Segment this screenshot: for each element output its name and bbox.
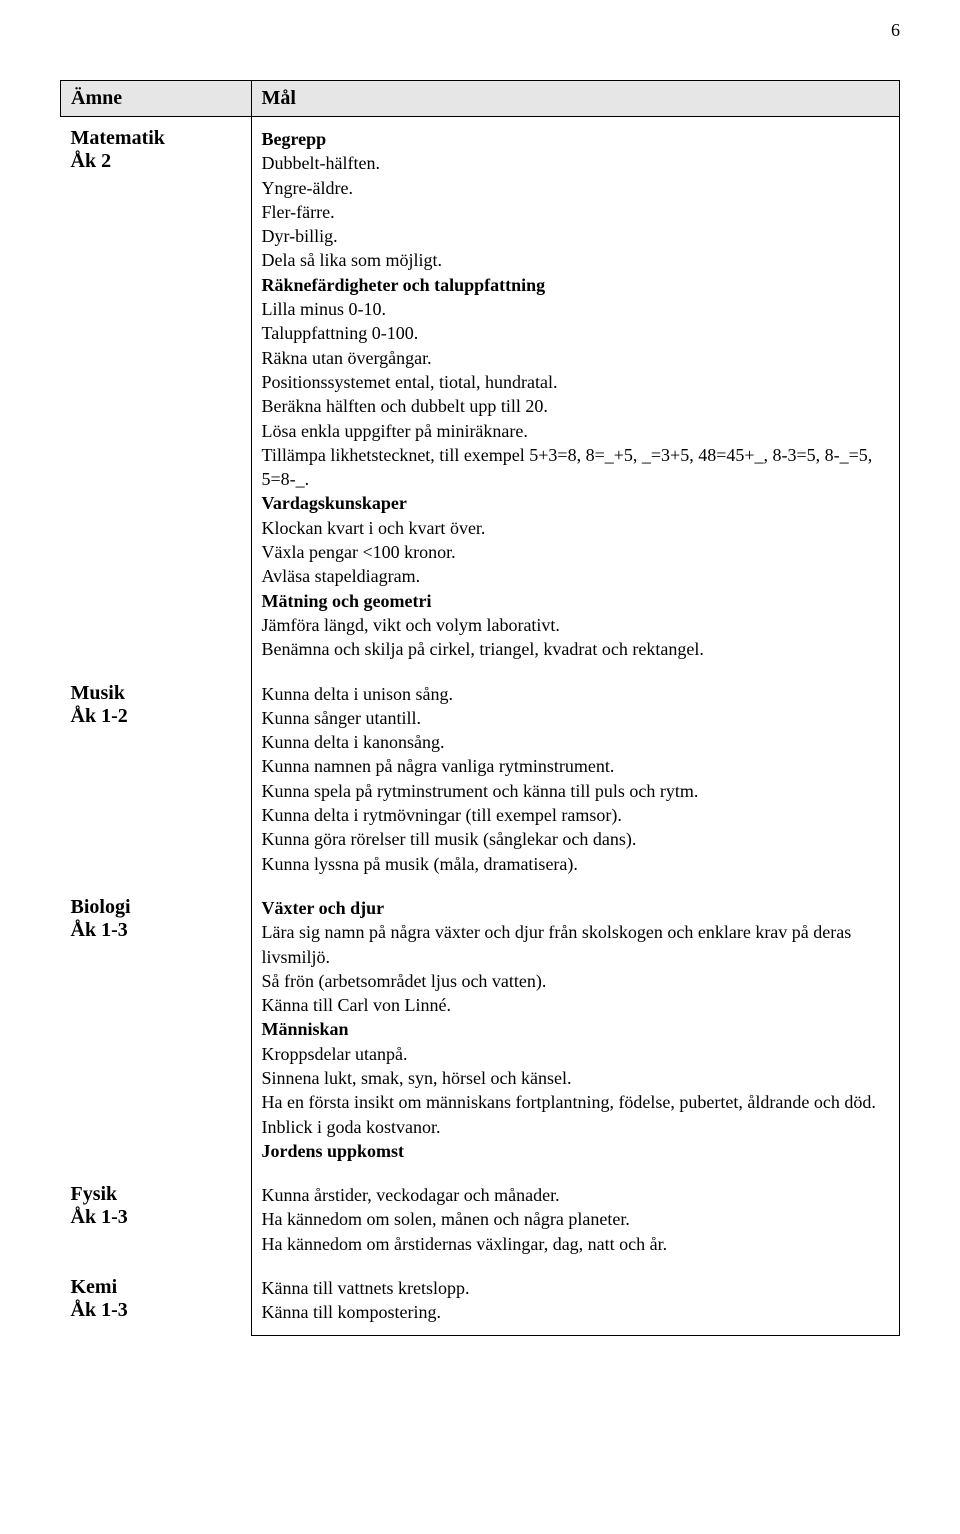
goal-line: Kroppsdelar utanpå. xyxy=(262,1042,890,1066)
subject-name: Biologi xyxy=(71,896,241,919)
goal-line: Kunna delta i kanonsång. xyxy=(262,730,890,754)
subject-name: Musik xyxy=(71,682,241,705)
goal-heading: Begrepp xyxy=(262,127,890,151)
goal-line: Ha kännedom om solen, månen och några pl… xyxy=(262,1207,890,1231)
goal-line: Fler-färre. xyxy=(262,200,890,224)
subject-cell: BiologiÅk 1-3 xyxy=(61,886,252,1173)
goal-line: Känna till vattnets kretslopp. xyxy=(262,1276,890,1300)
goal-line: Positionssystemet ental, tiotal, hundrat… xyxy=(262,370,890,394)
goal-heading: Växter och djur xyxy=(262,896,890,920)
goal-heading: Vardagskunskaper xyxy=(262,491,890,515)
page: 6 Ämne Mål MatematikÅk 2BegreppDubbelt-h… xyxy=(0,0,960,1376)
subject-cell: FysikÅk 1-3 xyxy=(61,1173,252,1266)
goal-line: Lilla minus 0-10. xyxy=(262,297,890,321)
subject-name: Matematik xyxy=(71,127,241,150)
subject-cell: MusikÅk 1-2 xyxy=(61,672,252,886)
subject-grade: Åk 1-3 xyxy=(71,919,241,942)
goal-heading: Människan xyxy=(262,1017,890,1041)
goals-cell: Kunna delta i unison sång.Kunna sånger u… xyxy=(251,672,900,886)
goal-heading: Mätning och geometri xyxy=(262,589,890,613)
goal-line: Lära sig namn på några växter och djur f… xyxy=(262,920,890,969)
goal-heading: Räknefärdigheter och taluppfattning xyxy=(262,273,890,297)
table-header-row: Ämne Mål xyxy=(61,81,900,117)
goal-line: Kunna lyssna på musik (måla, dramatisera… xyxy=(262,852,890,876)
table-row: KemiÅk 1-3Känna till vattnets kretslopp.… xyxy=(61,1266,900,1335)
goal-line: Känna till Carl von Linné. xyxy=(262,993,890,1017)
curriculum-table: Ämne Mål MatematikÅk 2BegreppDubbelt-häl… xyxy=(60,80,900,1336)
header-subject: Ämne xyxy=(61,81,252,117)
goal-line: Avläsa stapeldiagram. xyxy=(262,564,890,588)
subject-grade: Åk 1-2 xyxy=(71,705,241,728)
goal-line: Sinnena lukt, smak, syn, hörsel och käns… xyxy=(262,1066,890,1090)
goal-line: Benämna och skilja på cirkel, triangel, … xyxy=(262,637,890,661)
goal-heading: Jordens uppkomst xyxy=(262,1139,890,1163)
subject-name: Fysik xyxy=(71,1183,241,1206)
goal-line: Ha en första insikt om människans fortpl… xyxy=(262,1090,890,1114)
goal-line: Inblick i goda kostvanor. xyxy=(262,1115,890,1139)
goal-line: Kunna sånger utantill. xyxy=(262,706,890,730)
goals-cell: Känna till vattnets kretslopp.Känna till… xyxy=(251,1266,900,1335)
goal-line: Dela så lika som möjligt. xyxy=(262,248,890,272)
subject-name: Kemi xyxy=(71,1276,241,1299)
subject-cell: MatematikÅk 2 xyxy=(61,117,252,672)
goal-line: Dubbelt-hälften. xyxy=(262,151,890,175)
goal-line: Kunna årstider, veckodagar och månader. xyxy=(262,1183,890,1207)
goal-line: Jämföra längd, vikt och volym laborativt… xyxy=(262,613,890,637)
page-number: 6 xyxy=(891,20,900,41)
goals-cell: Kunna årstider, veckodagar och månader.H… xyxy=(251,1173,900,1266)
table-row: MatematikÅk 2BegreppDubbelt-hälften.Yngr… xyxy=(61,117,900,672)
header-goal: Mål xyxy=(251,81,900,117)
goal-line: Kunna delta i rytmövningar (till exempel… xyxy=(262,803,890,827)
goal-line: Växla pengar <100 kronor. xyxy=(262,540,890,564)
goal-line: Kunna delta i unison sång. xyxy=(262,682,890,706)
table-row: BiologiÅk 1-3Växter och djurLära sig nam… xyxy=(61,886,900,1173)
subject-cell: KemiÅk 1-3 xyxy=(61,1266,252,1335)
goal-line: Taluppfattning 0-100. xyxy=(262,321,890,345)
goal-line: Kunna namnen på några vanliga rytminstru… xyxy=(262,754,890,778)
subject-grade: Åk 1-3 xyxy=(71,1206,241,1229)
goal-line: Känna till kompostering. xyxy=(262,1300,890,1324)
table-row: MusikÅk 1-2Kunna delta i unison sång.Kun… xyxy=(61,672,900,886)
goal-line: Så frön (arbetsområdet ljus och vatten). xyxy=(262,969,890,993)
goal-line: Beräkna hälften och dubbelt upp till 20. xyxy=(262,394,890,418)
goal-line: Lösa enkla uppgifter på miniräknare. xyxy=(262,419,890,443)
subject-grade: Åk 2 xyxy=(71,150,241,173)
goals-cell: BegreppDubbelt-hälften.Yngre-äldre.Fler-… xyxy=(251,117,900,672)
goal-line: Räkna utan övergångar. xyxy=(262,346,890,370)
subject-grade: Åk 1-3 xyxy=(71,1299,241,1322)
goal-line: Yngre-äldre. xyxy=(262,176,890,200)
goal-line: Ha kännedom om årstidernas växlingar, da… xyxy=(262,1232,890,1256)
goal-line: Dyr-billig. xyxy=(262,224,890,248)
table-row: FysikÅk 1-3Kunna årstider, veckodagar oc… xyxy=(61,1173,900,1266)
goal-line: Klockan kvart i och kvart över. xyxy=(262,516,890,540)
goal-line: Kunna spela på rytminstrument och känna … xyxy=(262,779,890,803)
goal-line: Kunna göra rörelser till musik (sångleka… xyxy=(262,827,890,851)
goal-line: Tillämpa likhetstecknet, till exempel 5+… xyxy=(262,443,890,492)
goals-cell: Växter och djurLära sig namn på några vä… xyxy=(251,886,900,1173)
